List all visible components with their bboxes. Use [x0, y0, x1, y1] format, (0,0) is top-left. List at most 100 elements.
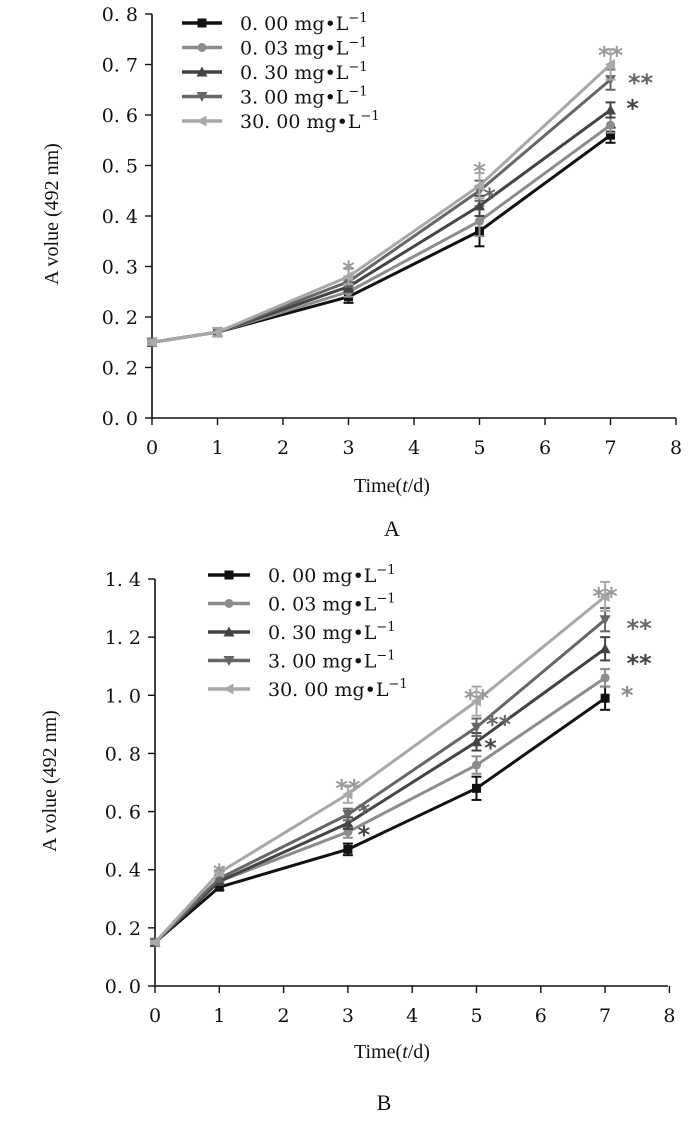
legend-dose: 3. 00 — [268, 651, 322, 673]
y-tick-label: 0. 3 — [102, 257, 138, 279]
legend-unit-exponent: −1 — [376, 563, 395, 578]
legend-entry: 0. 30 mg•L−1 — [182, 60, 368, 84]
x-tick-label: 3 — [342, 437, 354, 459]
significance-mark: * — [473, 158, 486, 186]
legend-unit: mg•L — [322, 565, 376, 587]
x-tick-label: 0 — [146, 437, 158, 459]
significance-mark: * — [484, 734, 497, 762]
x-tick-label: 2 — [278, 1005, 290, 1027]
legend-entry: 0. 30 mg•L−1 — [208, 620, 396, 644]
series-line — [151, 123, 612, 344]
y-tick-label: 0. 6 — [102, 105, 138, 127]
x-axis-title-suffix: /d) — [408, 1041, 430, 1063]
series-line — [153, 618, 607, 944]
legend-swatch-marker — [196, 92, 208, 102]
data-point — [599, 590, 610, 602]
x-axis-title-prefix: Time( — [354, 1041, 403, 1063]
legend-swatch-marker — [196, 115, 207, 127]
series-0 — [147, 126, 616, 347]
significance-mark: * — [483, 183, 496, 211]
x-axis-title: Time(t/d) — [354, 1041, 430, 1063]
y-axis-title: A volue (492 nm) — [39, 710, 61, 852]
significance-mark: * — [358, 821, 371, 849]
significance-mark: * — [626, 94, 639, 122]
legend-unit-exponent: −1 — [348, 60, 367, 75]
legend-label: 0. 00 mg•L−1 — [268, 563, 396, 587]
series-line — [153, 676, 606, 944]
data-point — [471, 736, 482, 747]
x-tick-label: 7 — [604, 437, 616, 459]
legend-unit: mg•L — [322, 594, 376, 616]
y-tick-label: 0. 2 — [102, 307, 138, 329]
x-axis-title-suffix: /d) — [408, 475, 430, 497]
legend-unit-exponent: −1 — [361, 109, 380, 124]
y-tick-label: 0. 8 — [105, 743, 141, 765]
y-axis-title: A volue (492 nm) — [41, 143, 63, 285]
data-point — [342, 809, 354, 820]
significance-mark: ** — [593, 583, 619, 611]
legend-label: 0. 03 mg•L−1 — [240, 36, 368, 60]
x-tick-label: 1 — [213, 1005, 225, 1027]
series-1 — [147, 116, 616, 347]
data-point — [600, 693, 610, 703]
data-point — [146, 336, 157, 348]
series-2 — [146, 101, 616, 347]
legend-label: 0. 30 mg•L−1 — [240, 60, 368, 84]
data-point — [342, 788, 353, 800]
data-point — [605, 59, 615, 70]
y-tick-label: 1. 0 — [105, 685, 141, 707]
x-tick-label: 5 — [470, 1005, 482, 1027]
panel-label: B — [377, 1090, 392, 1115]
x-tick-label: 7 — [599, 1005, 611, 1027]
y-tick-label: 0. 8 — [102, 4, 138, 26]
x-tick-label: 8 — [663, 1005, 675, 1027]
chart-panel-a: 0. 0 0. 2 0. 2 0. 3 0. 4 0. 5 0. 6 0. 7 0. 8 0 1 2 3… — [41, 4, 682, 541]
data-point — [599, 615, 611, 626]
legend-swatch-marker — [224, 570, 234, 580]
series-line — [151, 133, 612, 344]
x-axis-title-prefix: Time( — [354, 475, 403, 497]
legend-dose: 0. 00 — [240, 13, 294, 35]
y-tick-label: 1. 4 — [105, 569, 141, 591]
legend-unit-exponent: −1 — [376, 620, 395, 635]
legend-entry: 0. 03 mg•L−1 — [182, 36, 368, 60]
series-line — [151, 108, 612, 344]
x-tick-label: 4 — [406, 1005, 418, 1027]
y-tick-label: 0. 5 — [102, 156, 138, 178]
legend-entry: 3. 00 mg•L−1 — [182, 85, 368, 109]
x-tick-label: 8 — [670, 437, 682, 459]
data-point — [600, 673, 610, 683]
legend-entry: 0. 00 mg•L−1 — [182, 11, 368, 35]
series-3 — [146, 68, 616, 348]
y-tick-label: 0. 4 — [105, 860, 141, 882]
data-point — [214, 882, 224, 892]
significance-mark: * — [342, 256, 355, 284]
legend-unit-exponent: −1 — [389, 677, 408, 692]
x-tick-label: 2 — [277, 437, 289, 459]
legend-entry: 0. 03 mg•L−1 — [208, 592, 396, 616]
x-tick-label: 5 — [473, 437, 485, 459]
legend-unit-exponent: −1 — [376, 649, 395, 664]
legend-unit: mg•L — [306, 111, 360, 133]
legend: 0. 00 mg•L−10. 03 mg•L−10. 30 mg•L−13. 0… — [182, 11, 380, 133]
significance-mark: ** — [628, 69, 654, 97]
legend-label: 30. 00 mg•L−1 — [240, 109, 380, 133]
data-point — [212, 326, 222, 338]
legend-dose: 30. 00 — [268, 679, 334, 701]
legend-swatch-marker — [196, 66, 208, 77]
significance-mark: * — [621, 681, 634, 709]
significance-mark: ** — [335, 775, 361, 803]
legend-label: 0. 30 mg•L−1 — [268, 620, 396, 644]
x-tick-label: 0 — [149, 1005, 161, 1027]
data-point — [342, 817, 354, 828]
x-tick-label: 1 — [211, 437, 223, 459]
x-tick-label: 4 — [408, 437, 420, 459]
significance-mark: ** — [627, 649, 653, 677]
legend-unit: mg•L — [322, 622, 376, 644]
data-point — [471, 695, 481, 707]
data-point — [474, 200, 485, 211]
legend-dose: 0. 03 — [268, 594, 322, 616]
series-line — [151, 78, 612, 344]
legend-entry: 30. 00 mg•L−1 — [182, 109, 380, 133]
legend-swatch-marker — [224, 599, 234, 608]
